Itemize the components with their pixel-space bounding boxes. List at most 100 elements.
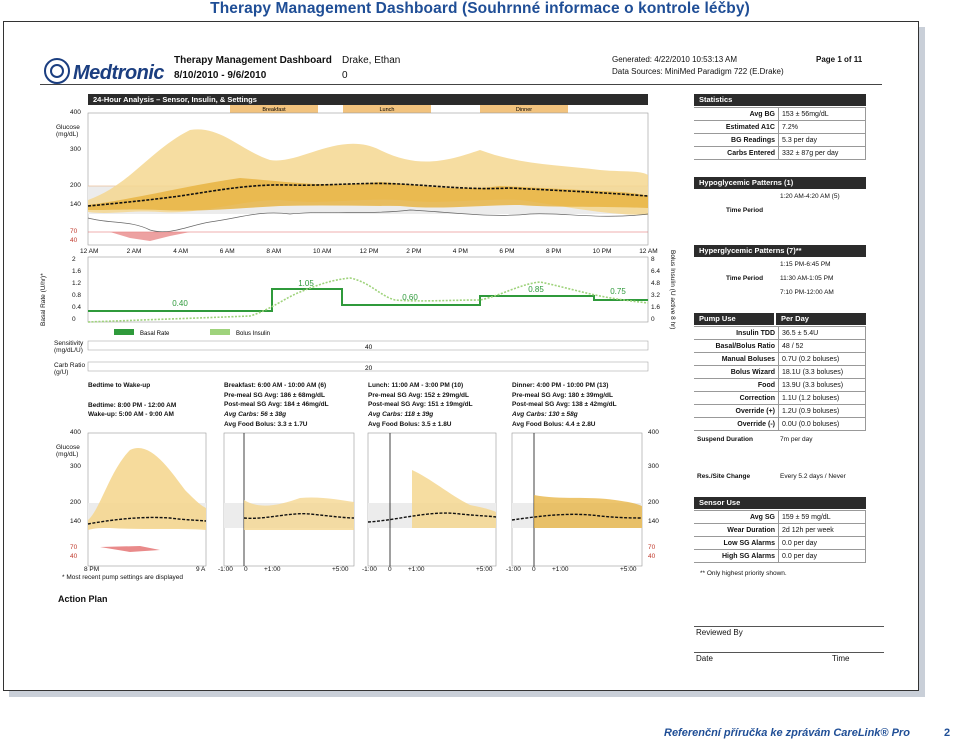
table-row: Food 13.9U (3.3 boluses) [694, 378, 866, 392]
glucose-tick: 300 [70, 146, 81, 153]
meal-tick: +1:00 [408, 566, 425, 573]
mini-glucose-tick-right: 400 [648, 429, 659, 436]
statistics-header: Statistics [694, 94, 866, 106]
meal-tick: 0 [532, 566, 536, 573]
sensor-use-header: Sensor Use [694, 497, 866, 509]
report-name: Therapy Management Dashboard [174, 55, 332, 66]
basal-value-5: 0.75 [610, 287, 626, 296]
patient-name: Drake, Ethan [342, 55, 401, 66]
row-key: Insulin TDD [694, 326, 779, 340]
row-key: BG Readings [694, 133, 779, 147]
lunch-band [343, 105, 431, 113]
glucose-tick: 400 [70, 109, 81, 116]
glucose-low-trace [87, 209, 649, 233]
row-value: 48 / 52 [778, 339, 866, 353]
analysis-header: 24-Hour Analysis – Sensor, Insulin, & Se… [88, 94, 648, 105]
table-row: Wear Duration 2d 12h per week [694, 523, 866, 537]
pump-settings-footnote: * Most recent pump settings are displaye… [62, 574, 184, 581]
mini-chart-breakfast [223, 432, 355, 567]
glucose-tick: 40 [70, 237, 78, 244]
breakfast-band [230, 105, 318, 113]
data-sources: Data Sources: MiniMed Paradigm 722 (E.Dr… [612, 67, 784, 76]
legend-bolus-swatch [210, 329, 230, 335]
period-dinner-l1: Pre-meal SG Avg: 180 ± 39mg/dL [512, 392, 613, 399]
carb-ratio-row [87, 361, 649, 372]
mini-chart-dinner [511, 432, 643, 567]
meal-tick: -1:00 [362, 566, 377, 573]
period-night-title: Bedtime to Wake-up [88, 382, 151, 389]
hypo-period-label: Time Period [726, 207, 764, 214]
time-label: Time [832, 654, 850, 663]
table-row: Carbs Entered 332 ± 87g per day [694, 146, 866, 160]
mini-glucose-tick-right: 40 [648, 553, 656, 560]
row-value: 7.2% [778, 120, 866, 134]
row-key: Correction [694, 391, 779, 405]
mini-glucose-tick-right: 200 [648, 499, 659, 506]
glucose-tick: 140 [70, 201, 81, 208]
period-breakfast-title: Breakfast: 6:00 AM - 10:00 AM (6) [224, 382, 327, 389]
glucose-band-inner [88, 178, 648, 211]
basal-rate-line [88, 288, 648, 312]
glucose-tick: 200 [70, 182, 81, 189]
basal-plot-frame [87, 256, 649, 323]
sensitivity-label: Sensitivity (mg/dL/U) [54, 340, 84, 354]
meal-tick: -1:00 [218, 566, 233, 573]
basal-axis-label: Basal Rate (U/hr)* [40, 273, 47, 326]
action-plan-label: Action Plan [58, 594, 108, 604]
row-key: Avg BG [694, 107, 779, 121]
row-value: 13.9U (3.3 boluses) [778, 378, 866, 392]
basal-tick: 0.8 [72, 292, 82, 299]
legend-bolus-label: Bolus Insulin [236, 331, 270, 337]
footer-page: 2 [944, 727, 951, 739]
legend-basal-label: Basal Rate [140, 331, 170, 337]
priority-note: ** Only highest priority shown. [700, 570, 787, 577]
basal-tick: 1.6 [72, 268, 82, 275]
pump-use-header: Pump Use [694, 313, 774, 325]
row-value: 0.0 per day [778, 536, 866, 550]
time-tick: 12 PM [359, 248, 379, 255]
glucose-label: Glucose (mg/dL) [56, 124, 80, 138]
row-key: Avg SG [694, 510, 779, 524]
meal-tick: 0 [388, 566, 392, 573]
table-row: Estimated A1C 7.2% [694, 120, 866, 134]
report-zero: 0 [342, 70, 348, 81]
hypo-area [110, 232, 190, 241]
page-title: Therapy Management Dashboard (Souhrnné i… [210, 0, 750, 17]
basal-value-4: 0.85 [528, 285, 544, 294]
table-row: Low SG Alarms 0.0 per day [694, 536, 866, 550]
bolus-tick: 3.2 [651, 292, 661, 299]
hyper-header: Hyperglycemic Patterns (7)** [694, 245, 866, 257]
carb-ratio-label: Carb Ratio (g/U) [54, 362, 86, 376]
basal-tick: 0 [72, 316, 76, 323]
row-key: Override (-) [694, 417, 779, 431]
meal-tick: 0 [244, 566, 248, 573]
period-lunch-title: Lunch: 11:00 AM - 3:00 PM (10) [368, 382, 464, 389]
reviewed-by-label: Reviewed By [696, 628, 743, 637]
table-row: High SG Alarms 0.0 per day [694, 549, 866, 563]
time-tick: 10 PM [592, 248, 612, 255]
bolus-axis-label: Bolus Insulin (U active 8 hr) [669, 250, 676, 330]
hyper-period-2: 11:30 AM-1:05 PM [780, 275, 834, 282]
header-divider [40, 84, 882, 85]
generated-date: Generated: 4/22/2010 10:53:13 AM [612, 55, 737, 64]
time-tick: 12 AM [80, 248, 99, 255]
row-key: Basal/Bolus Ratio [694, 339, 779, 353]
mini-glucose-tick: 140 [70, 518, 81, 525]
meal-tick: +5:00 [620, 566, 637, 573]
row-value: 332 ± 87g per day [778, 146, 866, 160]
row-key: High SG Alarms [694, 549, 779, 563]
time-tick: 10 AM [313, 248, 332, 255]
basal-value-3: 0.60 [402, 293, 418, 302]
mini-glucose-tick-right: 140 [648, 518, 659, 525]
sensitivity-value: 40 [365, 344, 373, 351]
period-dinner-title: Dinner: 4:00 PM - 10:00 PM (13) [512, 382, 609, 389]
statistics-table: Avg BG 153 ± 56mg/dL Estimated A1C 7.2% BG R… [694, 107, 866, 160]
glucose-tick: 70 [70, 228, 78, 235]
table-row: Manual Boluses 0.7U (0.2 boluses) [694, 352, 866, 366]
period-lunch-l3: Avg Carbs: 118 ± 39g [368, 411, 434, 418]
table-row: Insulin TDD 36.5 ± 5.4U [694, 326, 866, 340]
table-row: Override (+) 1.2U (0.9 boluses) [694, 404, 866, 418]
row-value: 0.0 per day [778, 549, 866, 563]
mini-glucose-tick-right: 300 [648, 463, 659, 470]
meal-label-dinner: Dinner [516, 107, 532, 113]
